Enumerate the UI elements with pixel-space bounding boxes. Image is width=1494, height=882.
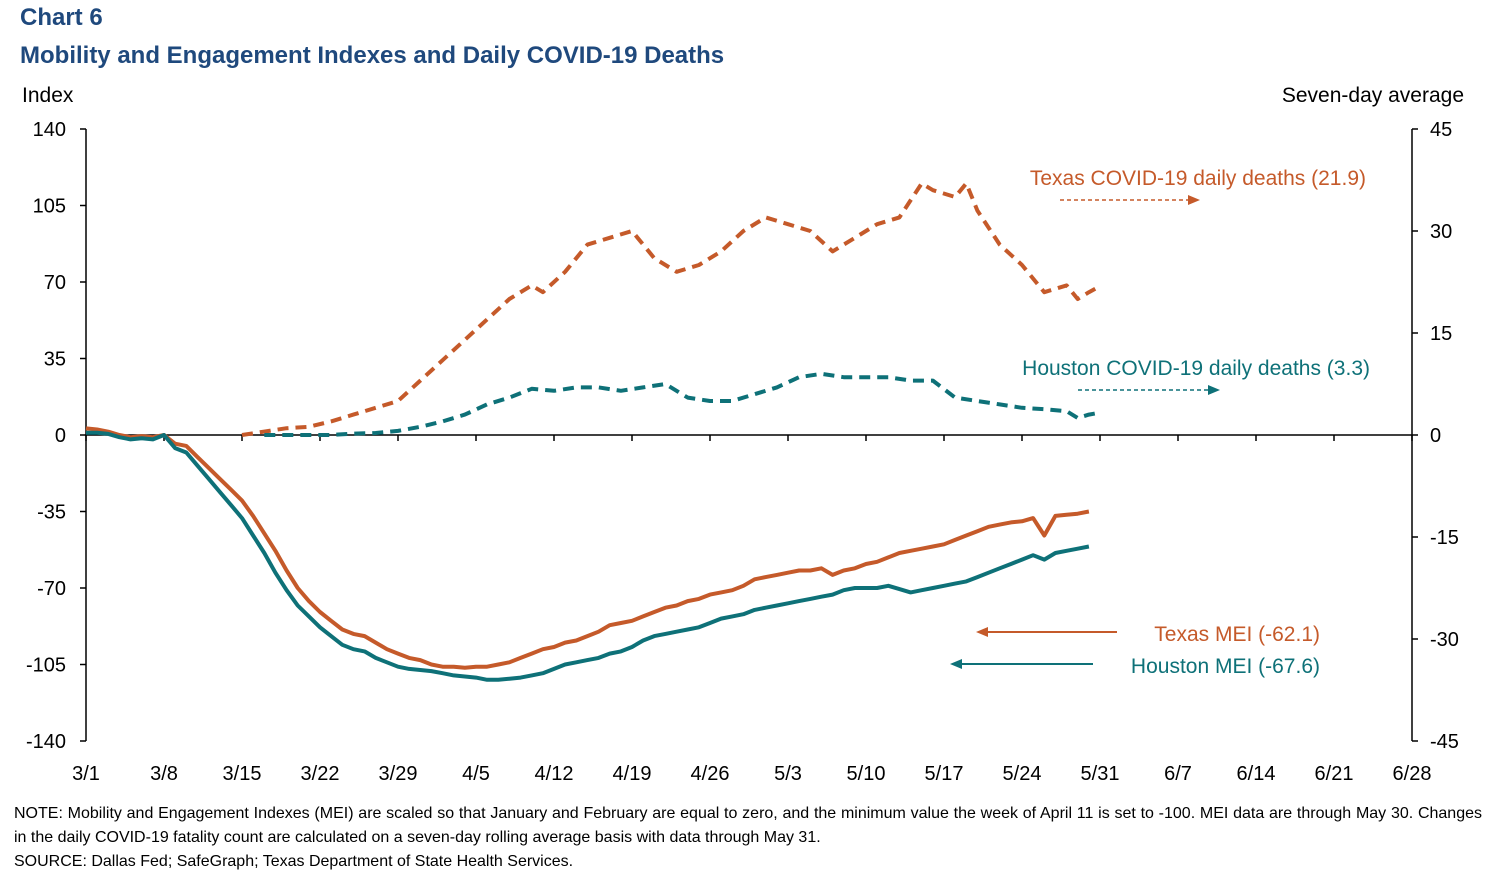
x-tick-label: 5/10 xyxy=(847,763,886,785)
left-tick-label: 105 xyxy=(33,196,66,218)
right-tick-label: -30 xyxy=(1430,629,1459,651)
right-tick-label: 45 xyxy=(1430,119,1452,141)
x-tick-label: 3/22 xyxy=(301,763,340,785)
x-tick-label: 3/29 xyxy=(379,763,418,785)
left-tick-label: -105 xyxy=(26,655,66,677)
texas-deaths-arrow-head xyxy=(1188,195,1200,205)
houston-deaths-label: Houston COVID-19 daily deaths (3.3) xyxy=(1022,357,1370,380)
x-tick-label: 5/3 xyxy=(774,763,802,785)
texas-deaths-line xyxy=(241,181,1101,437)
x-tick-label: 5/24 xyxy=(1003,763,1042,785)
texas-deaths-label: Texas COVID-19 daily deaths (21.9) xyxy=(1030,167,1366,190)
note-text: NOTE: Mobility and Engagement Indexes (M… xyxy=(14,805,1482,846)
x-tick-label: 4/5 xyxy=(462,763,490,785)
x-tick-label: 4/26 xyxy=(691,763,730,785)
x-tick-label: 3/15 xyxy=(223,763,262,785)
left-tick-label: -70 xyxy=(37,578,66,600)
right-tick-label: 15 xyxy=(1430,323,1452,345)
houston-mei-label: Houston MEI (-67.6) xyxy=(1131,655,1320,678)
x-tick-label: 3/8 xyxy=(150,763,178,785)
right-axis-title: Seven-day average xyxy=(1282,84,1464,107)
x-tick-label: 6/7 xyxy=(1164,763,1192,785)
houston-mei-line xyxy=(86,430,1090,682)
left-tick-label: 140 xyxy=(33,119,66,141)
texas-mei-line xyxy=(85,426,1090,670)
chart-svg: Index Seven-day average 140 105 70 35 0 -35 -70 -… xyxy=(22,84,1464,785)
right-tick-label: -45 xyxy=(1430,731,1459,753)
left-tick-label: 35 xyxy=(44,349,66,371)
chart-label-layer: Texas MEI (-62.1) Houston MEI (-67.6) Texa… xyxy=(950,167,1370,678)
x-tick-label: 5/17 xyxy=(925,763,964,785)
left-tick-label: 0 xyxy=(55,425,66,447)
x-tick-label: 5/31 xyxy=(1081,763,1120,785)
chart-series-layer xyxy=(85,181,1101,682)
houston-mei-arrow-head xyxy=(950,659,962,669)
chart-axes: Index Seven-day average 140 105 70 35 0 -35 -70 -… xyxy=(22,84,1464,785)
texas-mei-arrow-head xyxy=(976,627,988,637)
x-tick-label: 6/14 xyxy=(1237,763,1276,785)
source-text: SOURCE: Dallas Fed; SafeGraph; Texas Dep… xyxy=(14,853,574,870)
left-tick-label: -35 xyxy=(37,502,66,524)
footer-note: NOTE: Mobility and Engagement Indexes (M… xyxy=(14,802,1482,874)
x-tick-label: 3/1 xyxy=(72,763,100,785)
x-tick-label: 4/12 xyxy=(535,763,574,785)
houston-deaths-line xyxy=(264,371,1101,437)
chart-number: Chart 6 xyxy=(20,4,103,31)
x-tick-label: 6/21 xyxy=(1315,763,1354,785)
right-tick-label: 0 xyxy=(1430,425,1441,447)
left-tick-label: -140 xyxy=(26,731,66,753)
right-tick-label: 30 xyxy=(1430,221,1452,243)
right-tick-label: -15 xyxy=(1430,527,1459,549)
left-axis-title: Index xyxy=(22,84,74,107)
houston-deaths-arrow-head xyxy=(1208,385,1220,395)
chart-title: Mobility and Engagement Indexes and Dail… xyxy=(20,42,725,69)
x-tick-label: 6/28 xyxy=(1393,763,1432,785)
texas-mei-label: Texas MEI (-62.1) xyxy=(1154,623,1320,646)
x-tick-label: 4/19 xyxy=(613,763,652,785)
left-tick-label: 70 xyxy=(44,272,66,294)
